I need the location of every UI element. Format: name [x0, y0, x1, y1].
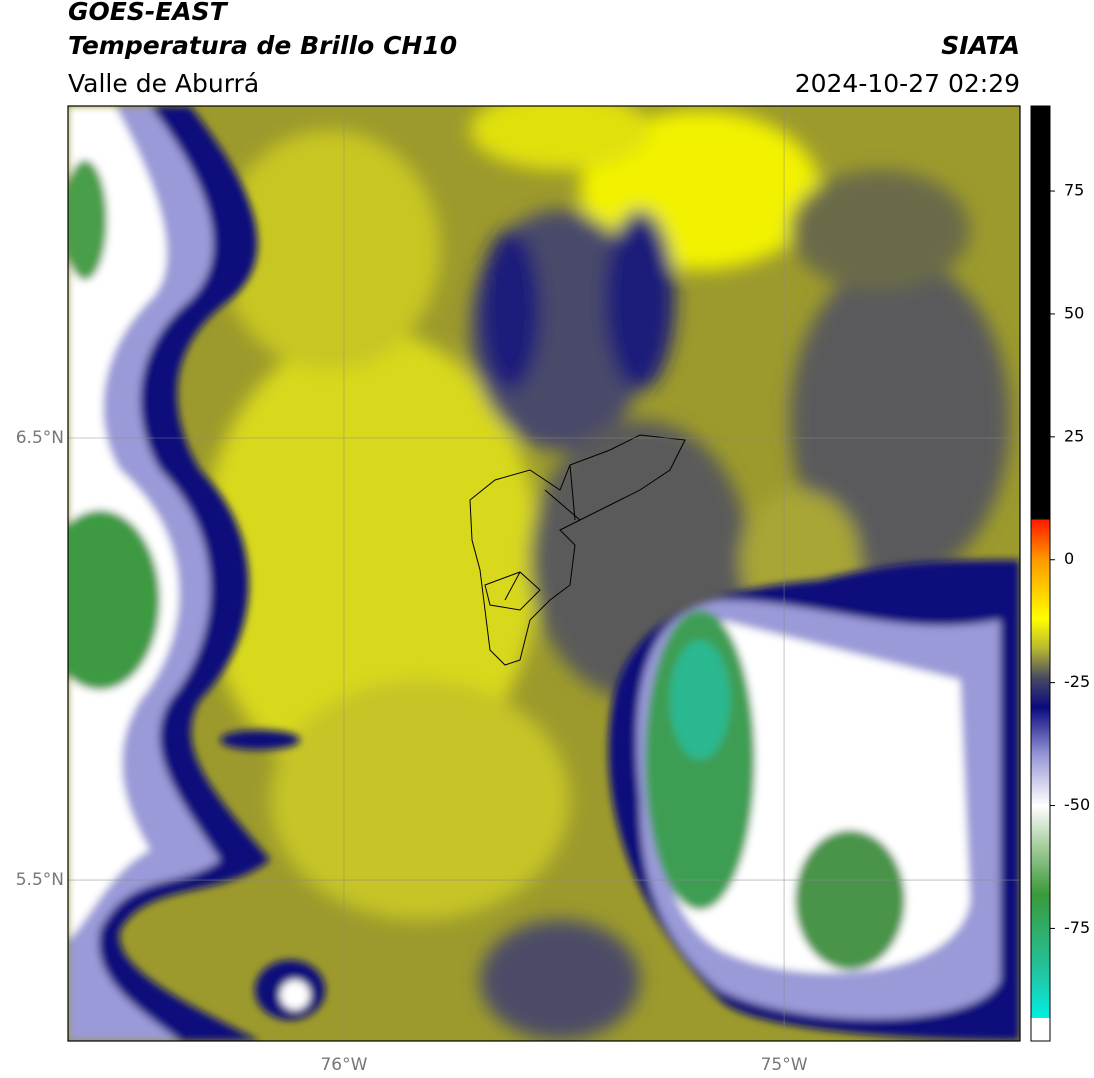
colorbar-label: 0: [1064, 549, 1074, 568]
colorbar-label: -25: [1064, 672, 1090, 691]
region: Valle de Aburrá: [68, 69, 259, 98]
lon-label: 75°W: [761, 1055, 808, 1075]
datetime: 2024-10-27 02:29: [795, 69, 1020, 98]
colorbar-label: -50: [1064, 795, 1090, 814]
lat-label: 5.5°N: [16, 870, 64, 890]
municipal-boundaries: [469, 434, 686, 666]
colorbar-label: 50: [1064, 303, 1084, 322]
map-frame: [67, 105, 1021, 1042]
colorbar-label: 75: [1064, 181, 1084, 200]
colorbar-label: -75: [1064, 918, 1090, 937]
lon-label: 76°W: [320, 1055, 367, 1075]
product: Temperatura de Brillo CH10: [68, 31, 457, 60]
lat-label: 6.5°N: [16, 428, 64, 448]
satellite: GOES-EAST: [68, 0, 229, 26]
colorbar-label: 25: [1064, 426, 1084, 445]
colorbar: [1030, 105, 1051, 1042]
satellite-image: [68, 106, 1020, 1041]
source: SIATA: [941, 31, 1020, 60]
